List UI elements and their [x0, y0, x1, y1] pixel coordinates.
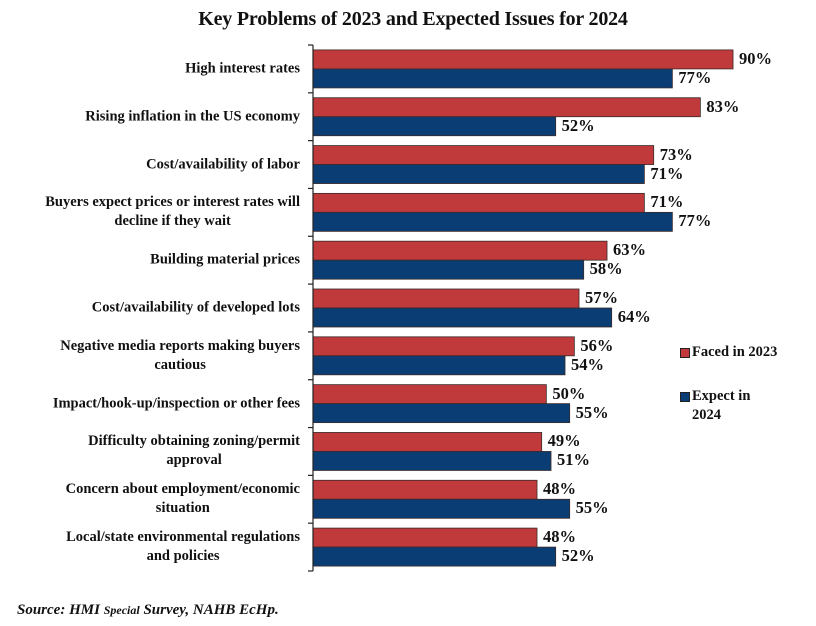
bar-expect-in-2024 [312, 116, 557, 137]
category-label-row: Rising inflation in the US economy [85, 107, 300, 126]
bar-expect-in-2024 [312, 498, 571, 519]
bar-expect-in-2024 [312, 164, 645, 184]
value-label-expect-in-2024: 52% [561, 546, 595, 566]
category-label-row: Building material prices [150, 251, 300, 270]
category-label-row: Negative media reports making buyers caut… [60, 337, 300, 375]
bar-expect-in-2024 [312, 546, 557, 567]
bar-faced-in-2023 [312, 97, 701, 118]
bar-faced-in-2023 [312, 527, 538, 548]
bar-expect-in-2024 [312, 68, 673, 89]
category-label-line: approval [166, 452, 222, 469]
category-label-line: Difficulty obtaining zoning/permit [88, 433, 300, 450]
category-label-line: High interest rates [185, 60, 300, 77]
category-label: Impact/hook-up/inspection or other fees [53, 394, 300, 413]
legend-label: Expect in 2024 [692, 387, 750, 425]
category-label-line: decline if they wait [114, 213, 231, 230]
category-label-line: situation [155, 500, 210, 517]
value-label-faced-in-2023: 83% [706, 96, 740, 116]
value-label-expect-in-2024: 52% [561, 115, 595, 135]
category-label: Concern about employment/economic situati… [66, 480, 300, 518]
value-label-expect-in-2024: 71% [650, 163, 684, 183]
value-label-faced-in-2023: 48% [543, 479, 577, 499]
value-label-faced-in-2023: 48% [543, 527, 577, 547]
value-label-faced-in-2023: 63% [613, 240, 647, 260]
category-label-line: Cost/availability of developed lots [91, 299, 300, 316]
value-label-expect-in-2024: 54% [571, 354, 605, 374]
value-label-faced-in-2023: 57% [585, 288, 619, 307]
category-label: Cost/availability of labor [146, 155, 300, 174]
bar-expect-in-2024 [312, 307, 613, 328]
category-label-row: Impact/hook-up/inspection or other fees [53, 394, 300, 413]
value-label-expect-in-2024: 55% [575, 498, 609, 518]
category-label-line: Local/state environmental regulations [66, 529, 300, 546]
category-label-row: Local/state environmental regulations and… [66, 528, 300, 566]
category-label-row: Cost/availability of developed lots [92, 299, 300, 318]
source-suffix: Survey, NAHB EcHp. [139, 602, 279, 618]
category-label-row: High interest rates [185, 59, 300, 78]
bar-faced-in-2023 [312, 336, 575, 357]
value-label-faced-in-2023: 90% [739, 48, 773, 68]
bars-layer [312, 49, 734, 567]
category-label: Local/state environmental regulations and… [66, 528, 300, 566]
category-label-line: Rising inflation in the US economy [85, 108, 300, 125]
bar-faced-in-2023 [312, 288, 580, 309]
legend-label-line: 2024 [692, 407, 721, 423]
category-label-line: Impact/hook-up/inspection or other fees [52, 395, 300, 412]
legend-label-line: Faced in 2023 [692, 344, 778, 360]
value-label-expect-in-2024: 51% [557, 450, 591, 470]
category-label-row: Difficulty obtaining zoning/permit approv… [88, 432, 300, 470]
category-label-line: Cost/availability of labor [146, 156, 300, 173]
category-label-line: cautious [154, 356, 206, 373]
bar-faced-in-2023 [312, 240, 608, 261]
chart-title: Key Problems of 2023 and Expected Issues… [198, 8, 628, 30]
category-label: Rising inflation in the US economy [85, 107, 300, 126]
category-label: Building material prices [150, 251, 300, 270]
bar-faced-in-2023 [312, 479, 538, 500]
category-label-line: Concern about employment/economic [65, 481, 300, 498]
bar-expect-in-2024 [312, 355, 566, 376]
category-label-row: Cost/availability of labor [146, 155, 300, 174]
value-label-expect-in-2024: 64% [617, 307, 651, 326]
category-label-line: Negative media reports making buyers [60, 337, 300, 354]
bar-faced-in-2023 [312, 49, 734, 70]
value-label-faced-in-2023: 71% [650, 192, 684, 212]
category-label: Cost/availability of developed lots [92, 299, 300, 318]
value-label-faced-in-2023: 73% [659, 144, 693, 164]
value-label-faced-in-2023: 56% [580, 335, 614, 355]
bar-faced-in-2023 [312, 192, 645, 213]
category-label: High interest rates [185, 59, 300, 78]
value-label-expect-in-2024: 58% [589, 259, 623, 279]
value-label-expect-in-2024: 77% [678, 67, 712, 87]
category-label-line: Buyers expect prices or interest rates w… [45, 194, 300, 211]
source-note: Source: HMI Special Survey, NAHB EcHp. [17, 602, 279, 619]
value-label-faced-in-2023: 50% [552, 383, 586, 403]
source-small: Special [103, 603, 140, 617]
category-label-row: Buyers expect prices or interest rates w… [45, 193, 300, 231]
bar-faced-in-2023 [312, 145, 655, 165]
y-axis [308, 44, 314, 572]
legend-swatch [680, 392, 690, 402]
value-label-expect-in-2024: 77% [678, 211, 712, 231]
bar-faced-in-2023 [312, 432, 543, 452]
bar-expect-in-2024 [312, 403, 571, 424]
bar-expect-in-2024 [312, 211, 673, 232]
bar-expect-in-2024 [312, 259, 585, 280]
category-label: Buyers expect prices or interest rates w… [45, 193, 300, 231]
category-label: Difficulty obtaining zoning/permit approv… [88, 432, 300, 470]
value-label-expect-in-2024: 55% [575, 402, 609, 422]
category-label-row: Concern about employment/economic situati… [66, 480, 300, 518]
category-label-line: and policies [146, 548, 220, 565]
legend-swatch [680, 348, 690, 358]
legend-label-line: Expect in [692, 388, 751, 404]
bar-expect-in-2024 [312, 451, 552, 471]
legend-label: Faced in 2023 [692, 343, 777, 362]
bar-faced-in-2023 [312, 384, 547, 405]
value-label-faced-in-2023: 49% [547, 431, 581, 451]
source-prefix: Source: HMI [17, 602, 104, 618]
category-label: Negative media reports making buyers caut… [60, 337, 300, 375]
category-label-line: Building material prices [150, 251, 300, 268]
